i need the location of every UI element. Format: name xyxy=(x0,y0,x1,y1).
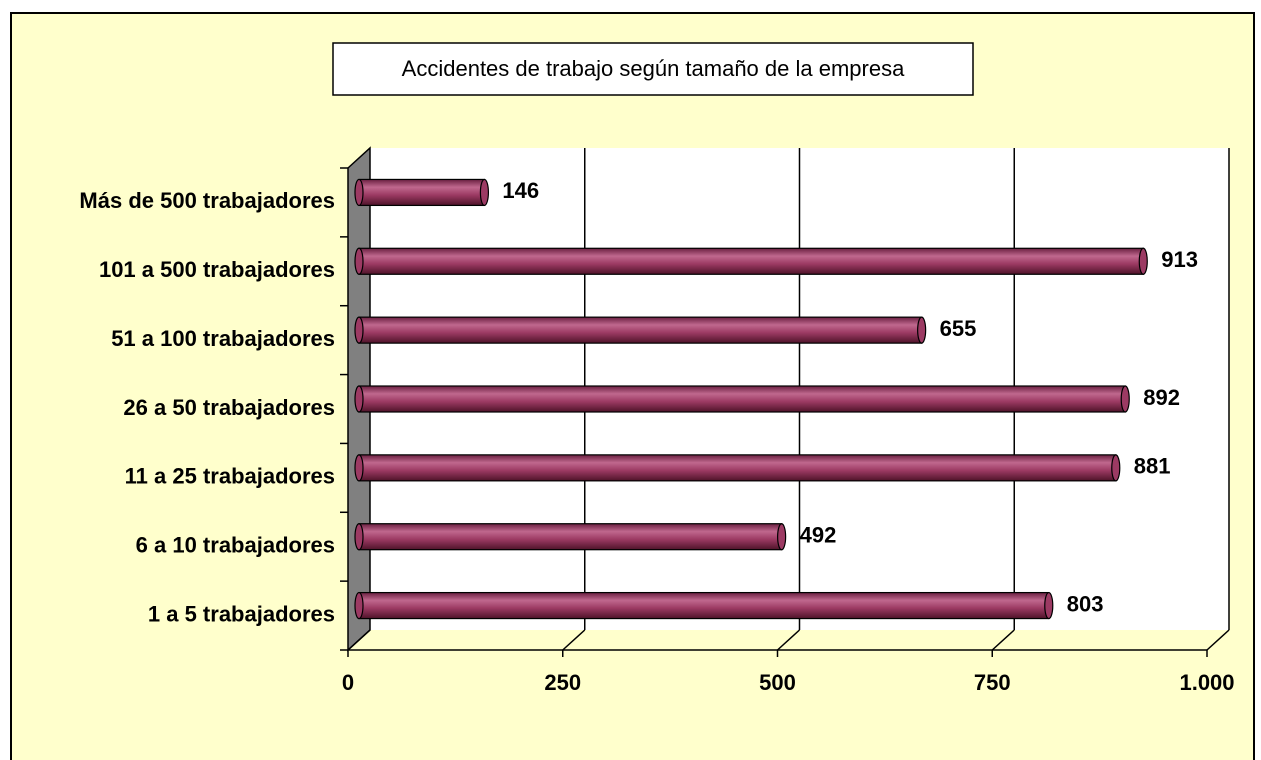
y-tick-label: 1 a 5 trabajadores xyxy=(148,601,335,626)
data-label: 913 xyxy=(1161,247,1198,272)
tick-mark xyxy=(562,629,586,651)
y-tick-label: 101 a 500 trabajadores xyxy=(99,257,335,282)
y-tick-label: 26 a 50 trabajadores xyxy=(123,395,335,420)
bar-cap xyxy=(354,591,364,620)
bar-cap xyxy=(354,316,364,344)
bar xyxy=(358,523,783,551)
x-tick-label: 0 xyxy=(342,670,354,695)
bar xyxy=(358,591,1050,620)
y-tick-label: 11 a 25 trabajadores xyxy=(125,464,335,489)
bar-cap xyxy=(479,178,490,207)
y-tick-label: 6 a 10 trabajadores xyxy=(136,533,335,558)
data-label: 492 xyxy=(800,523,837,548)
y-tick-label: 51 a 100 trabajadores xyxy=(111,326,335,351)
x-tick-label: 1.000 xyxy=(1179,670,1234,695)
bar-cap xyxy=(1111,454,1121,482)
y-tick-label: Más de 500 trabajadores xyxy=(79,188,335,213)
chart-title: Accidentes de trabajo según tamaño de la… xyxy=(402,56,905,81)
tick-mark xyxy=(991,629,1015,651)
bar-cap xyxy=(1044,591,1054,620)
bar-cap xyxy=(777,523,787,551)
bar xyxy=(358,316,923,344)
x-tick-label: 250 xyxy=(544,670,581,695)
bar-cap xyxy=(354,247,364,275)
bar-cap xyxy=(354,523,364,551)
data-label: 881 xyxy=(1134,454,1171,479)
bar xyxy=(358,247,1144,275)
data-label: 892 xyxy=(1143,385,1180,410)
bar xyxy=(358,385,1126,413)
data-label: 803 xyxy=(1067,591,1104,616)
bar-cap xyxy=(354,454,364,482)
bar-cap xyxy=(1120,385,1130,413)
bar-cap xyxy=(1138,247,1148,275)
bar xyxy=(358,178,486,207)
bar-cap xyxy=(354,178,364,207)
bar-cap xyxy=(917,316,927,344)
bar xyxy=(358,454,1117,482)
tick-mark xyxy=(776,629,801,651)
data-label: 655 xyxy=(940,316,977,341)
tick-mark xyxy=(1206,629,1230,651)
x-tick-label: 500 xyxy=(759,670,796,695)
tick-mark xyxy=(347,629,371,651)
bar-cap xyxy=(354,385,364,413)
x-tick-label: 750 xyxy=(974,670,1011,695)
data-label: 146 xyxy=(502,178,539,203)
title-box xyxy=(332,42,974,96)
